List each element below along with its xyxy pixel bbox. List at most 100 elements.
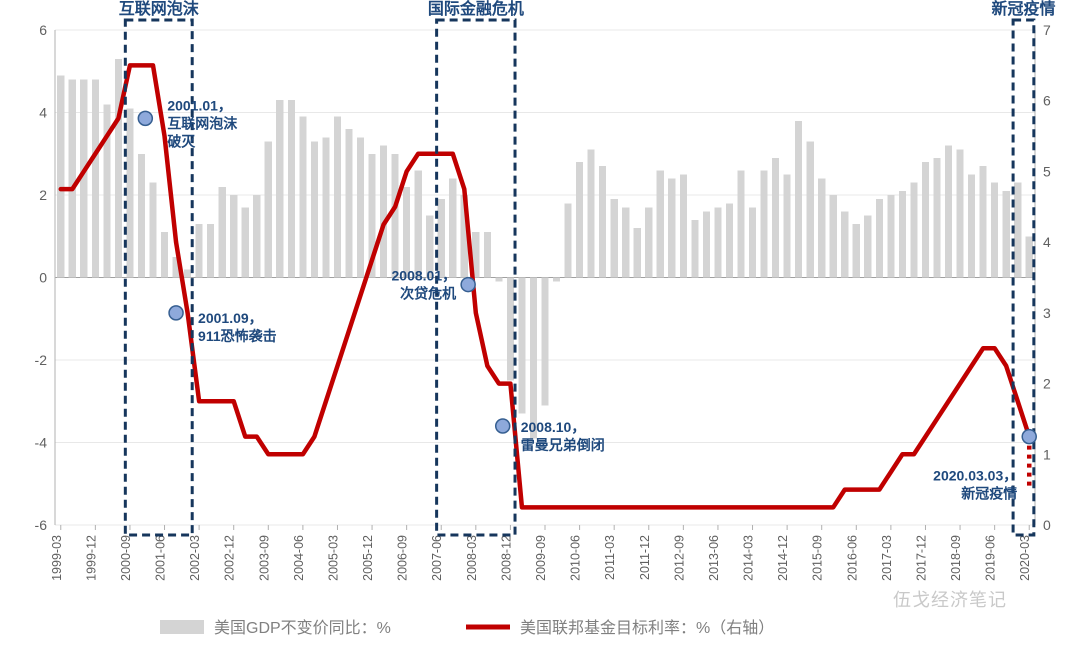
gdp-bar [887,195,894,278]
gdp-bar [484,232,491,277]
left-tick-label: -6 [35,517,48,533]
gdp-bar [219,187,226,278]
gdp-bar [541,278,548,406]
gdp-bar [322,137,329,277]
gdp-bar [265,141,272,277]
legend-label: 美国GDP不变价同比：% [214,619,391,637]
chart-svg: -6-4-20246012345671999-031999-122000-092… [0,0,1080,660]
gdp-bar [161,232,168,277]
gdp-bar [657,170,664,277]
gdp-bar [945,146,952,278]
x-tick-label: 2020-03 [1018,535,1032,581]
x-tick-label: 2006-09 [396,535,410,581]
right-tick-label: 6 [1043,93,1051,109]
x-tick-label: 2017-12 [914,535,928,581]
right-tick-label: 5 [1043,163,1051,179]
gdp-bar [403,187,410,278]
x-tick-label: 2014-03 [742,535,756,581]
gdp-bar [795,121,802,278]
gdp-bar [334,117,341,278]
x-tick-label: 2005-12 [361,535,375,581]
gdp-bar [599,166,606,277]
gdp-bar [680,174,687,277]
x-tick-label: 2002-03 [188,535,202,581]
right-tick-label: 2 [1043,376,1051,392]
x-tick-label: 2004-06 [292,535,306,581]
x-tick-label: 2008-03 [465,535,479,581]
gdp-bar [184,269,191,277]
gdp-bar [126,108,133,277]
gdp-bar [830,195,837,278]
gdp-bar [507,278,514,381]
gdp-bar [991,183,998,278]
event-dot [1022,430,1036,444]
x-tick-label: 2000-09 [119,535,133,581]
gdp-bar [645,207,652,277]
legend-swatch-bar [160,620,204,634]
x-tick-label: 2011-03 [603,535,617,580]
gdp-bar [311,141,318,277]
x-tick-label: 2013-06 [707,535,721,581]
gdp-bar [438,199,445,277]
event-annotation: 2001.01，互联网泡沫破灭 [167,97,238,149]
gdp-bar [703,212,710,278]
crisis-title: 互联网泡沫 [119,0,200,18]
gdp-bar [357,137,364,277]
gdp-bar [634,228,641,278]
gdp-bar [1026,236,1033,277]
gdp-bar [784,174,791,277]
gdp-bar [841,212,848,278]
left-tick-label: -4 [35,435,48,451]
crisis-title: 新冠疫情 [991,0,1055,18]
gdp-bar [495,278,502,282]
gdp-bar [380,146,387,278]
gdp-bar [922,162,929,278]
event-annotation: 2001.09，911恐怖袭击 [198,310,277,344]
x-tick-label: 1999-03 [50,535,64,581]
x-tick-label: 2007-06 [430,535,444,581]
gdp-bar [668,179,675,278]
x-tick-label: 2015-09 [811,535,825,581]
x-tick-label: 2009-09 [534,535,548,581]
gdp-bar [449,179,456,278]
gdp-bar [392,154,399,278]
event-dot [138,111,152,125]
gdp-bar [1014,183,1021,278]
gdp-bar [737,170,744,277]
gdp-bar [207,224,214,278]
x-tick-label: 2012-09 [672,535,686,581]
gdp-bar [518,278,525,414]
right-tick-label: 3 [1043,305,1051,321]
gdp-bar [611,199,618,277]
x-tick-label: 2005-03 [326,535,340,581]
gdp-bar [230,195,237,278]
x-tick-label: 2001-06 [154,535,168,581]
x-tick-label: 2008-12 [499,535,513,581]
gdp-bar [910,183,917,278]
right-tick-label: 7 [1043,22,1051,38]
gdp-bar [415,170,422,277]
gdp-bar [299,117,306,278]
left-tick-label: 6 [39,22,47,38]
event-dot [461,278,475,292]
gdp-bar [253,195,260,278]
event-dot [496,419,510,433]
gdp-bar [980,166,987,277]
gdp-bar [876,199,883,277]
gdp-bar [1003,191,1010,278]
gdp-bar [288,100,295,277]
gdp-bar [899,191,906,278]
event-annotation: 2008.01，次贷危机 [392,268,457,302]
x-tick-label: 1999-12 [84,535,98,581]
gdp-bar [196,224,203,278]
gdp-bar [57,75,64,277]
x-tick-label: 2010-06 [569,535,583,581]
gdp-bar [691,220,698,278]
gdp-bar [115,59,122,278]
x-tick-label: 2016-06 [845,535,859,581]
gdp-bar [276,100,283,277]
x-tick-label: 2017-03 [880,535,894,581]
gdp-bar [760,170,767,277]
gdp-bar [92,80,99,278]
legend-label: 美国联邦基金目标利率：%（右轴） [520,619,774,637]
